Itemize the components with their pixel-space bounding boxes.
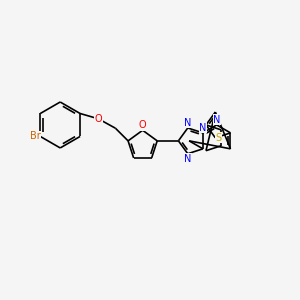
Text: O: O — [94, 114, 102, 124]
Text: Br: Br — [30, 131, 40, 142]
Text: N: N — [184, 154, 191, 164]
Text: N: N — [184, 118, 191, 128]
Text: O: O — [139, 120, 146, 130]
Text: S: S — [215, 133, 221, 143]
Text: N: N — [213, 115, 220, 125]
Text: N: N — [199, 123, 207, 133]
